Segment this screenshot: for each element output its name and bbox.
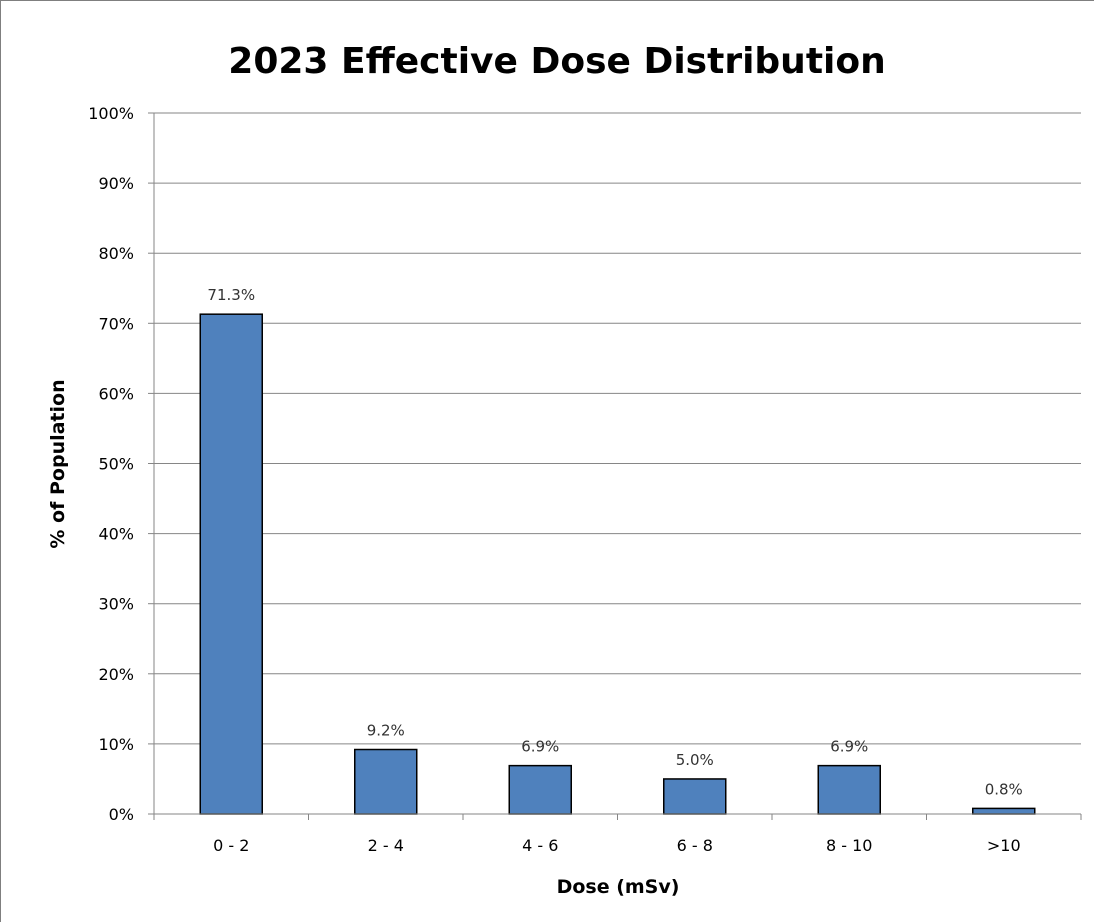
y-tick-label: 40%	[98, 525, 134, 544]
bar	[817, 764, 881, 815]
chart-title: 2023 Effective Dose Distribution	[228, 41, 885, 82]
data-label: 71.3%	[207, 286, 255, 304]
data-label: 6.9%	[521, 738, 559, 756]
y-tick-label: 0%	[109, 805, 134, 824]
y-tick-label: 30%	[98, 595, 134, 614]
y-axis-tick-labels: 0% 10% 20% 30% 40% 50% 60% 70% 80% 90% 100%	[88, 104, 134, 824]
y-tick-label: 20%	[98, 665, 134, 684]
data-labels: 71.3% 9.2% 6.9% 5.0% 6.9% 0.8%	[207, 286, 1022, 798]
x-tick-label: 8 - 10	[826, 836, 872, 855]
x-tick-label: 6 - 8	[677, 836, 713, 855]
gridlines	[148, 112, 1081, 815]
data-label: 6.9%	[830, 738, 868, 756]
bar	[354, 748, 418, 815]
data-label: 0.8%	[985, 780, 1023, 798]
data-label: 5.0%	[676, 751, 714, 769]
x-tick-label: 4 - 6	[522, 836, 558, 855]
y-tick-label: 70%	[98, 314, 134, 333]
x-tick-label: 0 - 2	[213, 836, 249, 855]
x-tick-label: 2 - 4	[368, 836, 404, 855]
x-axis: 0 - 2 2 - 4 4 - 6 6 - 8 8 - 10 >10	[153, 813, 1082, 855]
y-tick-label: 50%	[98, 455, 134, 474]
y-tick-label: 10%	[98, 735, 134, 754]
x-tick-label: >10	[987, 836, 1021, 855]
bar	[199, 313, 263, 815]
y-tick-label: 60%	[98, 384, 134, 403]
y-axis-title: % of Population	[47, 379, 69, 548]
y-tick-label: 100%	[88, 104, 134, 123]
x-axis-title: Dose (mSv)	[557, 876, 680, 898]
y-tick-label: 90%	[98, 174, 134, 193]
bar	[508, 764, 572, 815]
data-label: 9.2%	[367, 722, 405, 740]
bar	[972, 807, 1036, 815]
bar	[663, 778, 727, 815]
y-tick-label: 80%	[98, 244, 134, 263]
bars	[199, 313, 1036, 815]
